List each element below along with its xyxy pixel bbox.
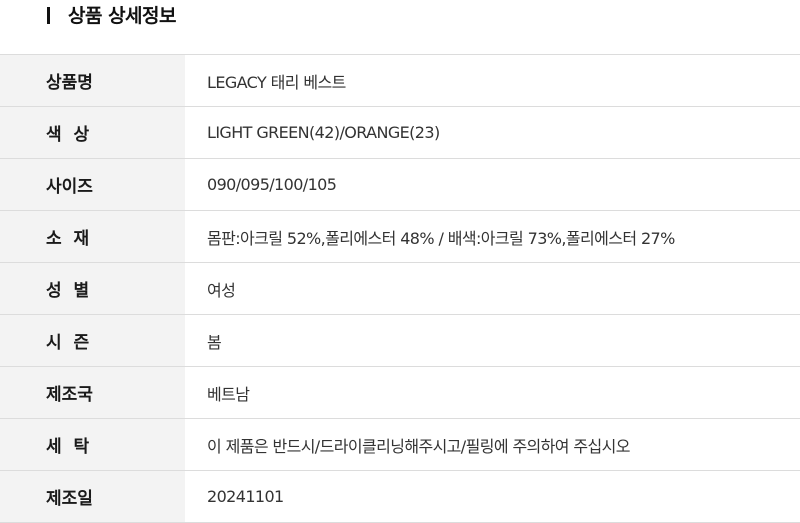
- spec-row-season: 시 즌 봄: [0, 315, 800, 367]
- spec-row-color: 색 상 LIGHT GREEN(42)/ORANGE(23): [0, 107, 800, 159]
- spec-row-manufacture-date: 제조일 20241101: [0, 471, 800, 523]
- header-accent-bar: [47, 7, 50, 24]
- spec-value: 몸판:아크릴 52%,폴리에스터 48% / 배색:아크릴 73%,폴리에스터 …: [207, 228, 675, 248]
- spec-value: 여성: [207, 280, 236, 300]
- spec-label: 성 별: [46, 281, 90, 301]
- spec-label: 세 탁: [46, 437, 90, 457]
- spec-label: 소 재: [46, 229, 90, 249]
- spec-label: 시 즌: [46, 333, 90, 353]
- spec-value: 20241101: [207, 487, 284, 506]
- spec-row-country: 제조국 베트남: [0, 367, 800, 419]
- spec-value: LEGACY 태리 베스트: [207, 72, 346, 92]
- product-spec-table: 상품명 LEGACY 태리 베스트 색 상 LIGHT GREEN(42)/OR…: [0, 54, 800, 523]
- spec-label-cell: 상품명: [0, 55, 185, 106]
- spec-value: 090/095/100/105: [207, 175, 337, 194]
- spec-value: LIGHT GREEN(42)/ORANGE(23): [207, 123, 440, 142]
- spec-label-cell: 색 상: [0, 107, 185, 158]
- spec-label-cell: 제조국: [0, 367, 185, 418]
- spec-label-cell: 성 별: [0, 263, 185, 314]
- spec-label: 제조일: [46, 489, 93, 509]
- spec-value: 이 제품은 반드시/드라이클리닝해주시고/필링에 주의하여 주십시오: [207, 436, 630, 456]
- spec-row-gender: 성 별 여성: [0, 263, 800, 315]
- spec-value: 베트남: [207, 384, 250, 404]
- spec-value: 봄: [207, 332, 222, 352]
- spec-row-material: 소 재 몸판:아크릴 52%,폴리에스터 48% / 배색:아크릴 73%,폴리…: [0, 211, 800, 263]
- spec-label-cell: 제조일: [0, 471, 185, 522]
- spec-label-cell: 세 탁: [0, 419, 185, 470]
- section-title: 상품 상세정보: [68, 5, 177, 27]
- spec-label: 색 상: [46, 125, 90, 145]
- spec-label: 상품명: [46, 73, 93, 93]
- spec-label: 제조국: [46, 385, 93, 405]
- spec-row-size: 사이즈 090/095/100/105: [0, 159, 800, 211]
- spec-label-cell: 시 즌: [0, 315, 185, 366]
- spec-label-cell: 소 재: [0, 211, 185, 262]
- spec-label-cell: 사이즈: [0, 159, 185, 210]
- spec-row-product-name: 상품명 LEGACY 태리 베스트: [0, 55, 800, 107]
- section-header: 상품 상세정보: [0, 0, 800, 54]
- spec-row-washing: 세 탁 이 제품은 반드시/드라이클리닝해주시고/필링에 주의하여 주십시오: [0, 419, 800, 471]
- spec-label: 사이즈: [46, 177, 93, 197]
